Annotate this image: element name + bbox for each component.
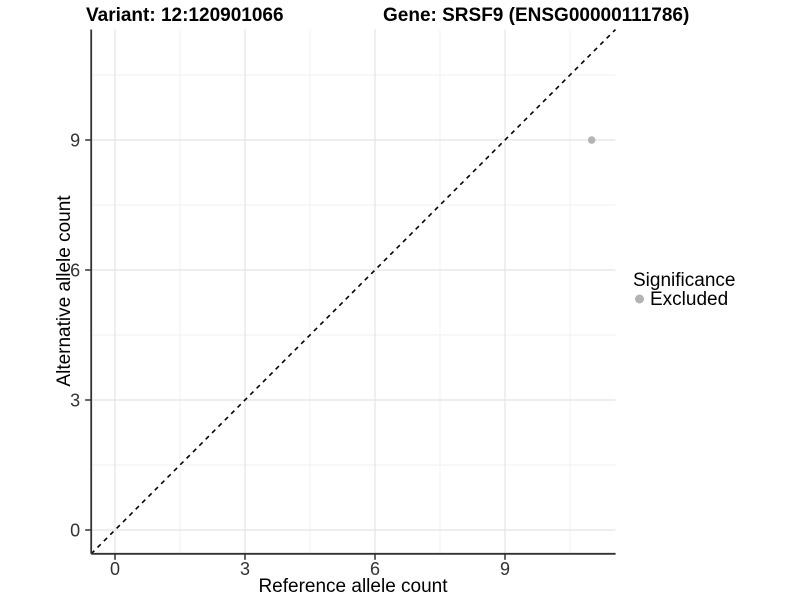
- x-tick-labels: 0 3 6 9: [110, 559, 510, 579]
- identity-dashed-line: [90, 28, 617, 555]
- y-tick-label: 3: [70, 391, 80, 411]
- x-tick-label: 3: [240, 559, 250, 579]
- x-tick-label: 0: [110, 559, 120, 579]
- x-axis-title: Reference allele count: [258, 576, 448, 597]
- x-tick-label: 9: [500, 559, 510, 579]
- plot-title-variant: Variant: 12:120901066: [86, 5, 284, 26]
- plot-title-gene: Gene: SRSF9 (ENSG00000111786): [383, 5, 689, 26]
- identity-line-layer: [90, 28, 617, 555]
- y-tick-label: 9: [70, 131, 80, 151]
- legend-label-excluded: Excluded: [650, 289, 728, 310]
- x-tick-label: 6: [370, 559, 380, 579]
- legend-title: Significance: [633, 270, 735, 291]
- legend: Significance Excluded: [633, 270, 735, 310]
- data-point: [587, 136, 596, 144]
- data-points-layer: [587, 136, 596, 144]
- gridlines-minor: [91, 29, 616, 554]
- gridlines-major: [91, 29, 616, 554]
- axis-ticks: [85, 139, 506, 560]
- y-tick-label: 6: [70, 261, 80, 281]
- legend-key-dot: [635, 294, 644, 304]
- y-tick-label: 0: [70, 521, 80, 541]
- y-axis-title: Alternative allele count: [54, 195, 75, 387]
- y-tick-labels: 0 3 6 9: [70, 131, 80, 541]
